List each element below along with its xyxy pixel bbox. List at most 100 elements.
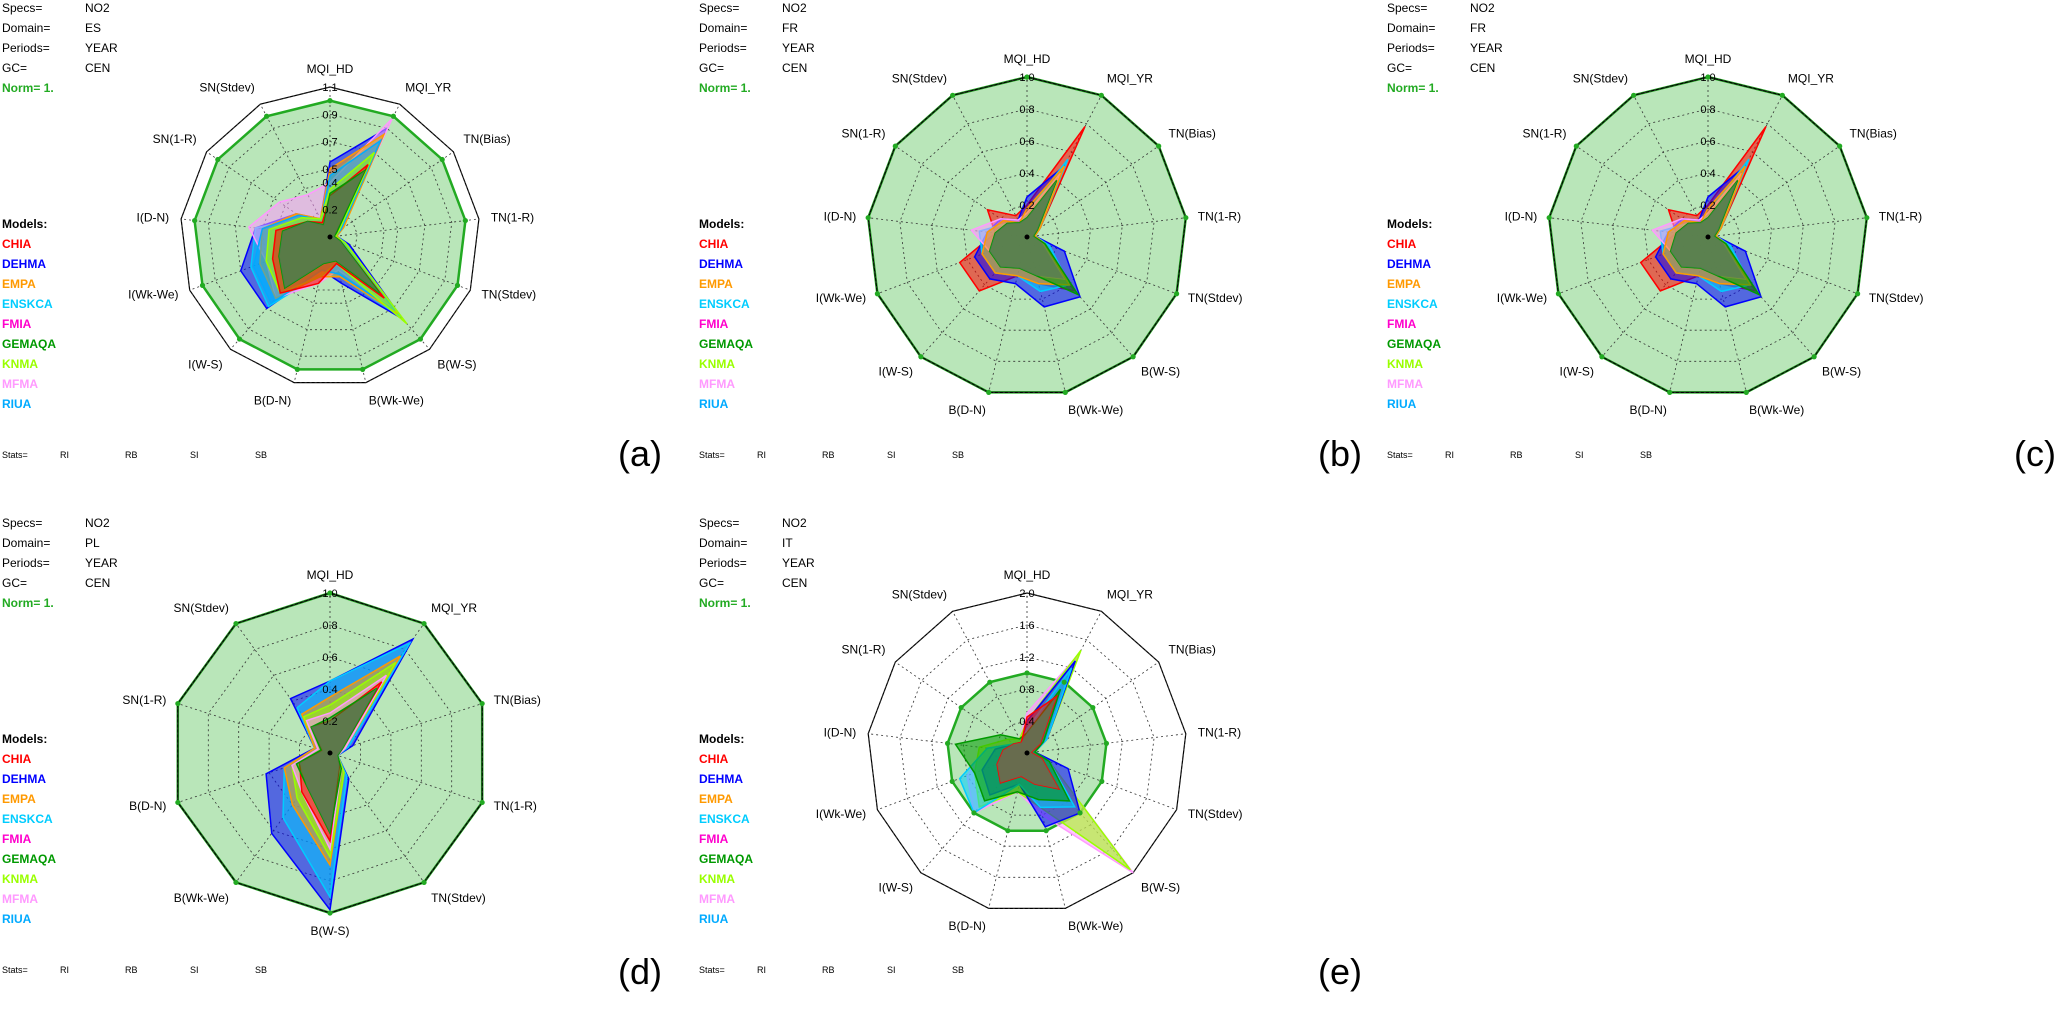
tick-label: 0.2 [1019, 200, 1034, 212]
grid-ring [867, 76, 1187, 393]
norm-point [986, 389, 992, 395]
legend-item-mfma: MFMA [699, 892, 735, 906]
axis-label: SN(1-R) [841, 642, 885, 656]
axis-label: I(D-N) [824, 209, 857, 223]
norm-point [865, 215, 871, 221]
panel-label: (b) [1318, 433, 1362, 474]
axis-label: B(Wk-We) [174, 891, 229, 905]
norm-point [1555, 291, 1561, 297]
legend-item-empa: EMPA [1387, 277, 1421, 291]
stats-item: SI [190, 965, 199, 975]
radar-panel-4: Specs= NO2 Domain= IT Periods= YEAR GC= CEN Norm… [699, 516, 1362, 992]
legend-item-fmia: FMIA [699, 832, 729, 846]
models-label: Models: [2, 732, 47, 746]
tick-label: 0.6 [322, 652, 337, 664]
legend-item-riua: RIUA [1387, 397, 1417, 411]
grid-ring [963, 172, 1091, 300]
tick-label: 0.5 [322, 164, 337, 176]
axis-label: TN(Bias) [463, 132, 510, 146]
norm-point [264, 113, 270, 119]
radar-panel-2: Specs= NO2 Domain= FR Periods= YEAR GC= CEN Norm… [1387, 1, 2056, 474]
legend-item-empa: EMPA [699, 277, 733, 291]
norm-point [1855, 291, 1861, 297]
center-point [327, 234, 333, 240]
stats-label: Stats= [699, 965, 725, 975]
axis-label: I(W-S) [188, 357, 222, 371]
norm-point [1043, 828, 1049, 834]
spoke [329, 218, 479, 238]
grid-ring [275, 182, 385, 291]
meta-label: GC= [1387, 61, 1412, 75]
axis-label: MQI_YR [1107, 588, 1153, 602]
norm-point [892, 143, 898, 149]
tick-label: 0.8 [1700, 104, 1715, 116]
norm-point [1005, 828, 1011, 834]
legend-item-riua: RIUA [2, 912, 32, 926]
spoke [1026, 217, 1186, 238]
models-label: Models: [2, 217, 47, 231]
tick-label: 1.2 [1019, 652, 1034, 664]
axis-label: MQI_HD [1004, 568, 1051, 582]
axis-label: TN(Stdev) [1188, 807, 1243, 821]
norm-point [417, 336, 424, 342]
axis-label: SN(Stdev) [199, 81, 254, 95]
meta-label: Specs= [699, 516, 739, 530]
norm-point [175, 700, 181, 707]
axis-label: SN(1-R) [153, 132, 197, 146]
spoke [1707, 145, 1840, 238]
norm-point [1779, 92, 1785, 98]
norm-point [1024, 670, 1030, 676]
norm-point [462, 217, 468, 224]
radar-panel-3: Specs= NO2 Domain= PL Periods= YEAR GC= CEN Norm… [2, 516, 662, 992]
norm-point [1062, 389, 1068, 395]
norm-point [327, 590, 333, 596]
axis-label: B(Wk-We) [1068, 403, 1123, 417]
axis-label: TN(Bias) [494, 693, 541, 707]
center-point [1024, 234, 1030, 240]
norm-label: Norm= 1. [699, 81, 751, 95]
meta-label: GC= [699, 61, 724, 75]
meta-label: Domain= [2, 536, 50, 550]
meta-label: Periods= [2, 41, 50, 55]
meta-value: NO2 [85, 1, 110, 15]
norm-point [479, 799, 485, 806]
tick-label: 1.6 [1019, 620, 1034, 632]
tick-label: 0.6 [1019, 136, 1034, 148]
legend-item-gemaqa: GEMAQA [2, 337, 56, 351]
axis-label: MQI_HD [307, 62, 354, 76]
legend-item-enskca: ENSKCA [699, 297, 750, 311]
legend-item-fmia: FMIA [2, 317, 32, 331]
tick-label: 1.1 [322, 82, 337, 94]
axis-label: MQI_HD [1004, 52, 1051, 66]
stats-item: SB [255, 450, 267, 460]
norm-point [215, 156, 221, 163]
panel-label: (a) [618, 433, 662, 474]
norm-point [479, 700, 485, 707]
axis-label: B(D-N) [949, 403, 986, 417]
axis-label: B(D-N) [949, 919, 986, 933]
spoke [952, 95, 1028, 238]
grid-ring [207, 113, 453, 357]
center-point [1705, 234, 1711, 240]
stats-item: SI [887, 965, 896, 975]
legend-item-knma: KNMA [699, 872, 735, 886]
spoke [329, 703, 483, 754]
stats-item: RB [125, 450, 138, 460]
axis-label: I(D-N) [1505, 209, 1538, 223]
spoke [1633, 95, 1709, 238]
tick-label: 0.2 [322, 716, 337, 728]
tick-label: 0.8 [322, 620, 337, 632]
meta-value: YEAR [85, 556, 118, 570]
meta-label: Periods= [699, 556, 747, 570]
axis-label: TN(1-R) [1198, 725, 1241, 739]
axis-label: B(Wk-We) [1068, 919, 1123, 933]
meta-value: CEN [782, 61, 807, 75]
axis-label: TN(1-R) [1879, 209, 1922, 223]
legend-item-gemaqa: GEMAQA [699, 852, 753, 866]
stats-item: SI [887, 450, 896, 460]
meta-value: CEN [782, 576, 807, 590]
meta-label: Specs= [699, 1, 739, 15]
norm-point [1098, 92, 1104, 98]
axis-label: B(W-S) [310, 924, 349, 938]
